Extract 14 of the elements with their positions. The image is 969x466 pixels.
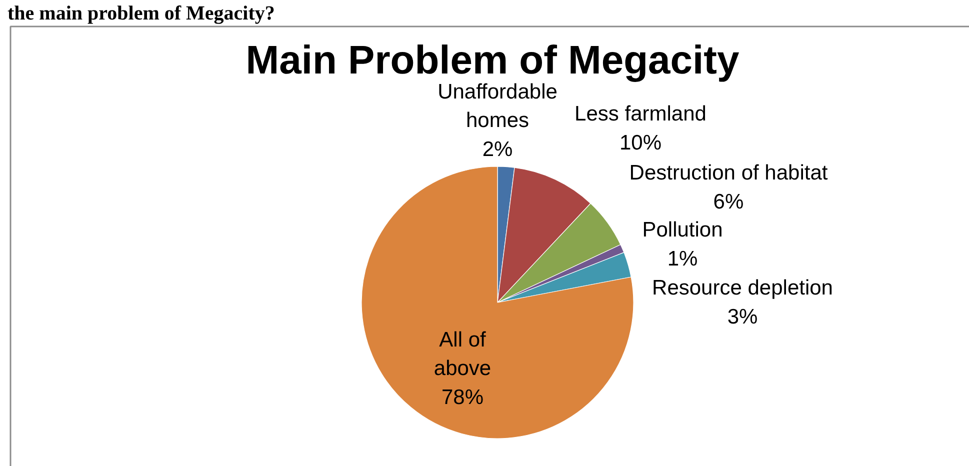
- data-label: 78%: [441, 386, 484, 409]
- slice-label: Less farmland: [574, 102, 706, 126]
- data-label: 6%: [713, 190, 744, 214]
- data-label: 3%: [727, 305, 758, 328]
- slice-label: Pollution: [642, 218, 723, 242]
- text: the main problem of Megacity?: [8, 2, 275, 24]
- data-label: 1%: [667, 247, 698, 270]
- slice-label: All of above: [434, 328, 492, 380]
- slice-label: Resource depletion: [652, 276, 833, 300]
- chart-title: Main Problem of Megacity: [246, 38, 740, 82]
- data-label: 2%: [482, 138, 513, 161]
- slice-label: Unaffordable homes: [438, 80, 558, 132]
- slice-label: Destruction of habitat: [629, 162, 828, 185]
- data-label: 10%: [619, 131, 662, 154]
